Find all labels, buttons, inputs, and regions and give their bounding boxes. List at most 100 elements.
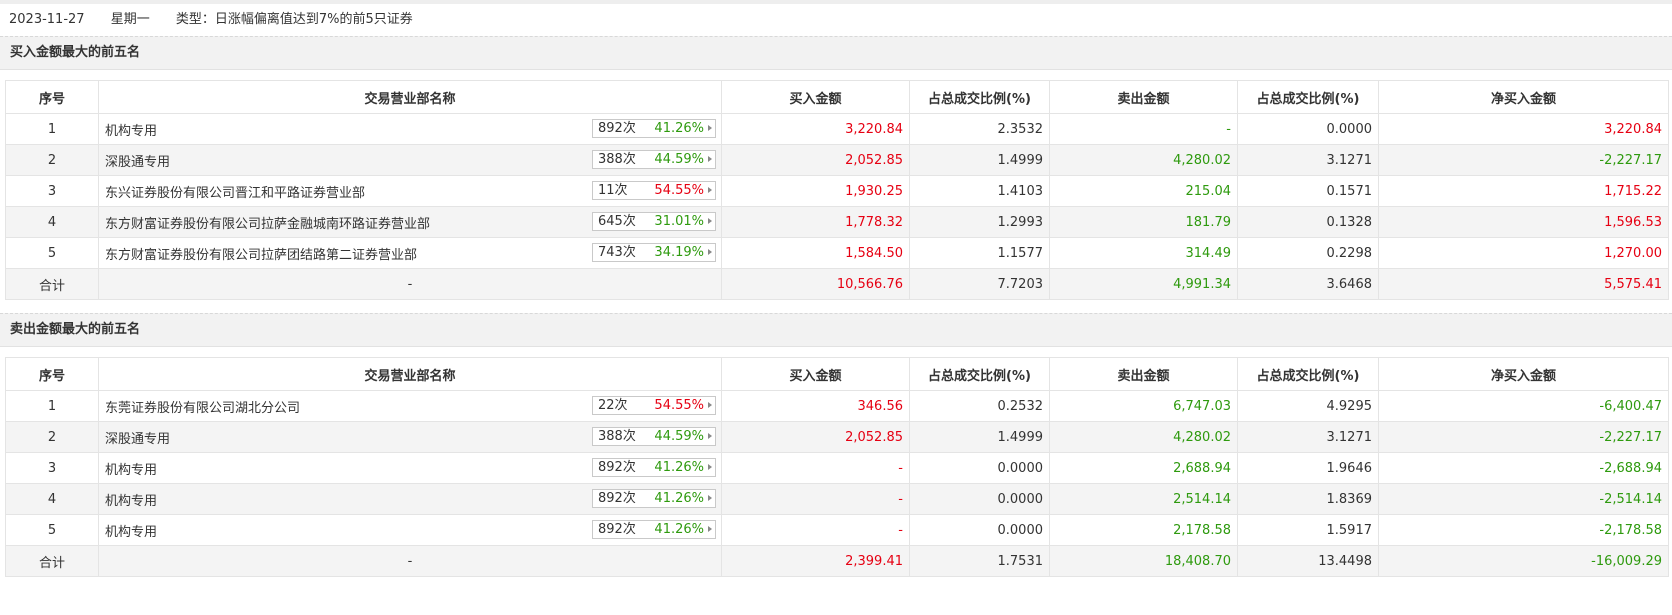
column-header: 交易营业部名称 [98, 80, 722, 114]
branch-name-cell: 机构专用 892次 41.26% [98, 514, 722, 546]
sell-amount-cell: 314.49 [1049, 237, 1238, 269]
branch-stats-tag[interactable]: 388次 44.59% [592, 150, 716, 169]
net-buy-cell: 1,596.53 [1378, 206, 1669, 238]
total-buy-cell: 2,399.41 [721, 545, 910, 577]
buy-ratio-cell: 1.4103 [909, 175, 1050, 207]
buy-amount-cell: 1,778.32 [721, 206, 910, 238]
net-buy-cell: 1,270.00 [1378, 237, 1669, 269]
table-row: 4 机构专用 892次 41.26% -0.0000 2,514.14 1.8369 -2,5… [5, 483, 1669, 515]
branch-stats-tag[interactable]: 892次 41.26% [592, 520, 716, 539]
column-header: 净买入金额 [1378, 357, 1669, 391]
column-header: 买入金额 [721, 357, 910, 391]
table-row: 2 深股通专用 388次 44.59% 2,052.85 1.4999 4,280.02 3.… [5, 144, 1669, 176]
buy-amount-cell: 2,052.85 [721, 421, 910, 453]
buy-ratio-cell: 0.2532 [909, 390, 1050, 422]
sell-ratio-cell: 4.9295 [1237, 390, 1379, 422]
caret-right-icon [708, 125, 712, 131]
rank-cell: 2 [5, 421, 99, 453]
sell-ratio-cell: 0.2298 [1237, 237, 1379, 269]
branch-stats-tag[interactable]: 892次 41.26% [592, 119, 716, 138]
column-header: 交易营业部名称 [98, 357, 722, 391]
success-rate: 54.55% [654, 398, 704, 413]
branch-stats-tag[interactable]: 11次 54.55% [592, 181, 716, 200]
total-sell-ratio-cell: 3.6468 [1237, 268, 1379, 300]
net-buy-cell: -2,688.94 [1378, 452, 1669, 484]
column-header: 占总成交比例(%) [1237, 80, 1379, 114]
branch-stats-tag[interactable]: 22次 54.55% [592, 396, 716, 415]
total-sell-cell: 4,991.34 [1049, 268, 1238, 300]
buy-ratio-cell: 0.0000 [909, 452, 1050, 484]
branch-name-cell: 东方财富证券股份有限公司拉萨金融城南环路证券营业部 645次 31.01% [98, 206, 722, 238]
branch-name-link[interactable]: 机构专用 [105, 123, 158, 139]
net-buy-cell: -2,227.17 [1378, 144, 1669, 176]
branch-stats-tag[interactable]: 645次 31.01% [592, 212, 716, 231]
net-buy-cell: -2,227.17 [1378, 421, 1669, 453]
success-rate: 44.59% [654, 429, 704, 444]
table-row: 2 深股通专用 388次 44.59% 2,052.85 1.4999 4,280.02 3.… [5, 421, 1669, 453]
table-row: 5 机构专用 892次 41.26% -0.0000 2,178.58 1.5917 -2,1… [5, 514, 1669, 546]
branch-name-link[interactable]: 机构专用 [105, 524, 158, 540]
sell-table-body: 1 东莞证券股份有限公司湖北分公司 22次 54.55% 346.56 0.2532 6,7… [5, 390, 1669, 577]
total-buy-cell: 10,566.76 [721, 268, 910, 300]
list-count: 388次 [598, 429, 636, 444]
list-count: 11次 [598, 183, 628, 198]
branch-name-link[interactable]: 东方财富证券股份有限公司拉萨金融城南环路证券营业部 [105, 216, 431, 232]
table-row: 5 东方财富证券股份有限公司拉萨团结路第二证券营业部 743次 34.19% 1,584… [5, 237, 1669, 269]
branch-name-cell: 深股通专用 388次 44.59% [98, 144, 722, 176]
branch-name-link[interactable]: 机构专用 [105, 462, 158, 478]
buy-ratio-cell: 1.2993 [909, 206, 1050, 238]
buy-ratio-cell: 1.1577 [909, 237, 1050, 269]
sell-amount-cell: 181.79 [1049, 206, 1238, 238]
sell-section-title: 卖出金额最大的前五名 [0, 313, 1672, 347]
list-count: 743次 [598, 245, 636, 260]
column-header: 买入金额 [721, 80, 910, 114]
table-row: 1 机构专用 892次 41.26% 3,220.84 2.3532-0.0000 3,22… [5, 113, 1669, 145]
table-header-row: 序号 交易营业部名称 买入金额 占总成交比例(%) 卖出金额 占总成交比例(%) 净买入金额 [5, 80, 1669, 114]
branch-stats-tag[interactable]: 892次 41.26% [592, 458, 716, 477]
date-label: 2023-11-27 [9, 12, 85, 27]
net-buy-cell: -6,400.47 [1378, 390, 1669, 422]
branch-name-cell: 深股通专用 388次 44.59% [98, 421, 722, 453]
list-count: 892次 [598, 491, 636, 506]
buy-amount-cell: 3,220.84 [721, 113, 910, 145]
total-net-cell: 5,575.41 [1378, 268, 1669, 300]
table-header-row: 序号 交易营业部名称 买入金额 占总成交比例(%) 卖出金额 占总成交比例(%) 净买入金额 [5, 357, 1669, 391]
branch-name-cell: 东方财富证券股份有限公司拉萨团结路第二证券营业部 743次 34.19% [98, 237, 722, 269]
branch-name-link[interactable]: 深股通专用 [105, 431, 171, 447]
branch-stats-tag[interactable]: 388次 44.59% [592, 427, 716, 446]
rank-cell: 2 [5, 144, 99, 176]
caret-right-icon [708, 464, 712, 470]
caret-right-icon [708, 433, 712, 439]
buy-table-body: 1 机构专用 892次 41.26% 3,220.84 2.3532-0.0000 3,22… [5, 113, 1669, 300]
branch-name-link[interactable]: 东莞证券股份有限公司湖北分公司 [105, 400, 301, 416]
top-strip [0, 0, 1672, 4]
branch-name-link[interactable]: 东方财富证券股份有限公司拉萨团结路第二证券营业部 [105, 247, 418, 263]
sell-amount-cell: 2,514.14 [1049, 483, 1238, 515]
buy-amount-cell: 1,930.25 [721, 175, 910, 207]
table-row: 3 东兴证券股份有限公司晋江和平路证券营业部 11次 54.55% 1,930.25 1.… [5, 175, 1669, 207]
rank-cell: 1 [5, 113, 99, 145]
sell-ratio-cell: 3.1271 [1237, 144, 1379, 176]
list-count: 892次 [598, 121, 636, 136]
total-buy-ratio-cell: 1.7531 [909, 545, 1050, 577]
success-rate: 41.26% [654, 491, 704, 506]
total-buy-ratio-cell: 7.7203 [909, 268, 1050, 300]
caret-right-icon [708, 526, 712, 532]
column-header: 占总成交比例(%) [909, 357, 1050, 391]
rank-cell: 4 [5, 206, 99, 238]
branch-name-cell: 机构专用 892次 41.26% [98, 452, 722, 484]
sell-table: 序号 交易营业部名称 买入金额 占总成交比例(%) 卖出金额 占总成交比例(%) 净买入金额… [5, 357, 1669, 577]
branch-name-link[interactable]: 机构专用 [105, 493, 158, 509]
total-row: 合计 -10,566.76 7.7203 4,991.34 3.6468 5,575.41 [5, 268, 1669, 300]
branch-stats-tag[interactable]: 892次 41.26% [592, 489, 716, 508]
sell-amount-cell: 2,688.94 [1049, 452, 1238, 484]
branch-name-link[interactable]: 东兴证券股份有限公司晋江和平路证券营业部 [105, 185, 366, 201]
branch-name-cell: 东莞证券股份有限公司湖北分公司 22次 54.55% [98, 390, 722, 422]
success-rate: 41.26% [654, 522, 704, 537]
table-row: 1 东莞证券股份有限公司湖北分公司 22次 54.55% 346.56 0.2532 6,7… [5, 390, 1669, 422]
list-count: 388次 [598, 152, 636, 167]
branch-name-link[interactable]: 深股通专用 [105, 154, 171, 170]
total-label-cell: 合计 [5, 268, 99, 300]
buy-amount-cell: 1,584.50 [721, 237, 910, 269]
branch-stats-tag[interactable]: 743次 34.19% [592, 243, 716, 262]
